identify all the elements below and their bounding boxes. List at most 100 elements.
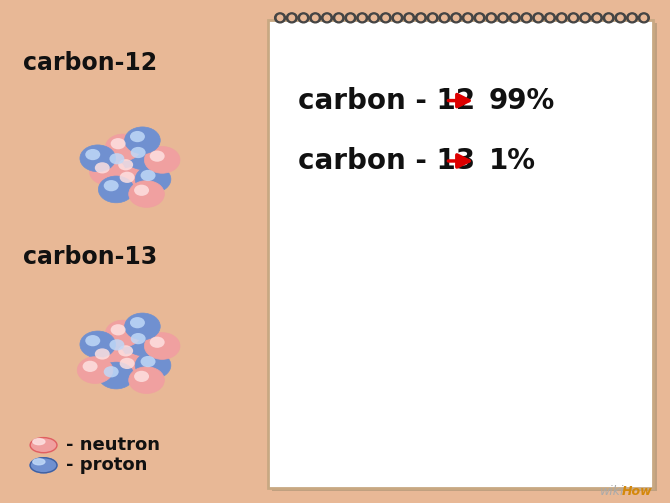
Ellipse shape	[301, 15, 306, 21]
Ellipse shape	[430, 15, 436, 21]
Circle shape	[104, 335, 140, 362]
Ellipse shape	[568, 13, 579, 23]
Ellipse shape	[545, 13, 555, 23]
Ellipse shape	[439, 13, 450, 23]
Circle shape	[109, 153, 125, 164]
Ellipse shape	[509, 13, 520, 23]
Ellipse shape	[333, 13, 344, 23]
Ellipse shape	[357, 13, 368, 23]
Ellipse shape	[639, 13, 649, 23]
Text: 1%: 1%	[489, 147, 536, 175]
Circle shape	[90, 345, 125, 371]
Ellipse shape	[451, 13, 462, 23]
Circle shape	[120, 172, 135, 183]
Text: carbon - 12: carbon - 12	[298, 87, 475, 115]
Circle shape	[98, 176, 134, 203]
Text: carbon-12: carbon-12	[23, 51, 157, 75]
Ellipse shape	[418, 15, 423, 21]
Text: carbon - 13: carbon - 13	[298, 147, 475, 175]
Circle shape	[149, 337, 165, 348]
Ellipse shape	[615, 13, 626, 23]
Circle shape	[115, 354, 150, 381]
Text: - proton: - proton	[66, 456, 147, 474]
Ellipse shape	[474, 13, 485, 23]
Circle shape	[135, 352, 171, 379]
Circle shape	[104, 180, 119, 191]
Circle shape	[85, 149, 100, 160]
Ellipse shape	[404, 13, 415, 23]
Ellipse shape	[454, 15, 459, 21]
Ellipse shape	[488, 15, 494, 21]
Circle shape	[134, 371, 149, 382]
Circle shape	[125, 143, 161, 170]
Circle shape	[104, 366, 119, 377]
Ellipse shape	[580, 13, 591, 23]
Ellipse shape	[415, 13, 426, 23]
Circle shape	[111, 324, 125, 336]
Circle shape	[95, 162, 110, 174]
Text: - neutron: - neutron	[66, 436, 159, 454]
Text: wiki: wiki	[600, 485, 624, 498]
Ellipse shape	[535, 15, 541, 21]
Ellipse shape	[312, 15, 318, 21]
FancyBboxPatch shape	[268, 20, 653, 488]
Ellipse shape	[594, 15, 600, 21]
Circle shape	[141, 170, 155, 181]
Ellipse shape	[486, 13, 496, 23]
Ellipse shape	[592, 13, 602, 23]
Ellipse shape	[392, 13, 403, 23]
Ellipse shape	[427, 13, 438, 23]
Circle shape	[130, 131, 145, 142]
Ellipse shape	[381, 13, 391, 23]
Ellipse shape	[618, 15, 623, 21]
Circle shape	[104, 149, 140, 176]
Text: 99%: 99%	[489, 87, 555, 115]
Ellipse shape	[360, 15, 365, 21]
Ellipse shape	[30, 458, 57, 473]
Circle shape	[144, 332, 180, 359]
Circle shape	[141, 356, 155, 367]
Ellipse shape	[462, 13, 473, 23]
Ellipse shape	[521, 13, 532, 23]
Ellipse shape	[512, 15, 517, 21]
Ellipse shape	[582, 15, 588, 21]
Ellipse shape	[33, 459, 45, 465]
Circle shape	[125, 313, 160, 340]
Ellipse shape	[407, 15, 412, 21]
Ellipse shape	[369, 13, 379, 23]
Circle shape	[120, 358, 135, 369]
Circle shape	[85, 335, 100, 346]
Circle shape	[80, 331, 115, 358]
Ellipse shape	[606, 15, 612, 21]
Ellipse shape	[277, 15, 283, 21]
Ellipse shape	[571, 15, 576, 21]
Ellipse shape	[383, 15, 389, 21]
Ellipse shape	[547, 15, 553, 21]
Circle shape	[113, 341, 149, 368]
Ellipse shape	[310, 13, 321, 23]
Ellipse shape	[629, 15, 635, 21]
Ellipse shape	[559, 15, 564, 21]
Circle shape	[135, 166, 171, 193]
Text: carbon-13: carbon-13	[23, 244, 157, 269]
Circle shape	[115, 167, 150, 195]
Circle shape	[129, 181, 164, 207]
Circle shape	[118, 345, 133, 357]
Circle shape	[80, 145, 115, 172]
Ellipse shape	[395, 15, 400, 21]
Ellipse shape	[556, 13, 567, 23]
Ellipse shape	[477, 15, 482, 21]
Ellipse shape	[371, 15, 377, 21]
Circle shape	[109, 339, 125, 351]
Ellipse shape	[498, 13, 509, 23]
Circle shape	[113, 155, 149, 182]
Ellipse shape	[30, 438, 57, 453]
Circle shape	[82, 361, 98, 372]
Ellipse shape	[524, 15, 529, 21]
Circle shape	[105, 134, 141, 161]
Ellipse shape	[324, 15, 330, 21]
Circle shape	[111, 138, 125, 149]
Circle shape	[130, 317, 145, 328]
Circle shape	[77, 357, 113, 383]
Ellipse shape	[533, 13, 543, 23]
